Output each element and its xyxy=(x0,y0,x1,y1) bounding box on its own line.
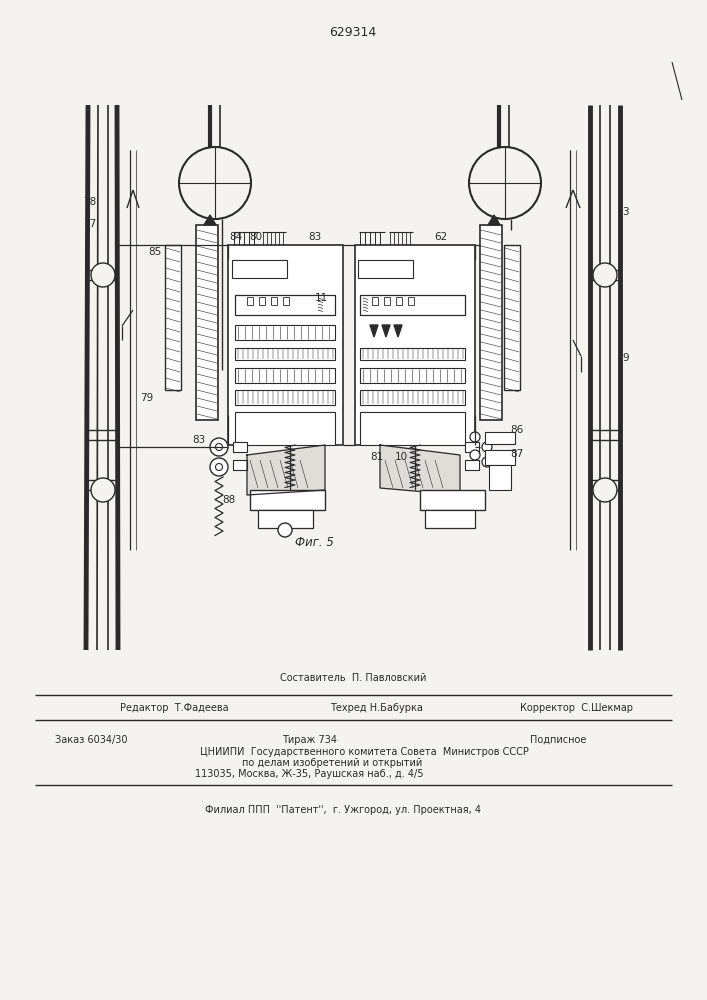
Bar xyxy=(235,325,335,340)
Polygon shape xyxy=(370,325,378,337)
Bar xyxy=(465,460,479,470)
Text: Фиг. 5: Фиг. 5 xyxy=(295,536,334,550)
Bar xyxy=(235,368,335,383)
Text: 81: 81 xyxy=(370,452,383,462)
Text: Заказ 6034/30: Заказ 6034/30 xyxy=(55,735,127,745)
Text: по делам изобретений и открытий: по делам изобретений и открытий xyxy=(242,758,422,768)
Circle shape xyxy=(210,438,228,456)
Bar xyxy=(396,297,402,305)
Bar xyxy=(271,297,277,305)
Bar xyxy=(372,297,378,305)
Text: 3: 3 xyxy=(622,207,629,217)
Text: 10: 10 xyxy=(395,452,408,462)
Bar xyxy=(360,295,465,315)
Text: 87: 87 xyxy=(510,449,523,459)
Bar xyxy=(420,490,485,510)
Circle shape xyxy=(593,263,617,287)
Circle shape xyxy=(470,432,480,442)
Text: 113035, Москва, Ж-35, Раушская наб., д. 4/5: 113035, Москва, Ж-35, Раушская наб., д. … xyxy=(195,769,423,779)
Bar xyxy=(360,368,465,383)
Bar xyxy=(235,295,335,315)
Circle shape xyxy=(210,458,228,476)
Bar xyxy=(165,245,181,390)
Bar xyxy=(228,245,343,445)
Circle shape xyxy=(91,263,115,287)
Bar xyxy=(485,450,515,465)
Bar xyxy=(358,260,413,278)
Bar xyxy=(235,348,335,360)
Bar xyxy=(247,297,253,305)
Text: Редактор  Т.Фадеева: Редактор Т.Фадеева xyxy=(120,703,228,713)
Circle shape xyxy=(470,450,480,460)
Bar xyxy=(258,510,313,528)
Text: Техред Н.Бабурка: Техред Н.Бабурка xyxy=(330,703,423,713)
Text: 629314: 629314 xyxy=(329,25,377,38)
Bar xyxy=(485,432,515,444)
Text: Корректор  С.Шекмар: Корректор С.Шекмар xyxy=(520,703,633,713)
Text: 80: 80 xyxy=(249,232,262,242)
Bar xyxy=(283,297,289,305)
Bar xyxy=(425,510,475,528)
Bar xyxy=(360,348,465,360)
Circle shape xyxy=(593,478,617,502)
Polygon shape xyxy=(394,325,402,337)
Bar xyxy=(360,390,465,405)
Text: 78: 78 xyxy=(83,197,96,207)
Circle shape xyxy=(278,523,292,537)
Bar xyxy=(384,297,390,305)
Text: 77: 77 xyxy=(83,219,96,229)
Circle shape xyxy=(482,457,492,467)
Text: Филиал ППП  ''Патент'',  г. Ужгород, ул. Проектная, 4: Филиал ППП ''Патент'', г. Ужгород, ул. П… xyxy=(205,805,481,815)
Bar xyxy=(233,442,247,452)
Circle shape xyxy=(482,442,492,452)
Bar xyxy=(235,390,335,405)
Text: 9: 9 xyxy=(622,353,629,363)
Text: 83: 83 xyxy=(192,435,205,445)
Circle shape xyxy=(91,478,115,502)
Polygon shape xyxy=(204,215,216,225)
Text: 84: 84 xyxy=(229,232,243,242)
Text: 85: 85 xyxy=(148,247,161,257)
Polygon shape xyxy=(382,325,390,337)
Polygon shape xyxy=(380,445,460,495)
Bar xyxy=(259,297,265,305)
Text: Подписное: Подписное xyxy=(530,735,586,745)
Bar xyxy=(504,245,520,390)
Bar xyxy=(355,245,475,445)
Bar xyxy=(408,297,414,305)
Bar xyxy=(235,412,335,445)
Text: 88: 88 xyxy=(222,495,235,505)
Text: Составитель  П. Павловский: Составитель П. Павловский xyxy=(280,673,426,683)
Bar xyxy=(465,442,479,452)
Bar xyxy=(232,260,287,278)
Polygon shape xyxy=(488,215,500,225)
Bar xyxy=(480,225,502,420)
Text: 83: 83 xyxy=(308,232,321,242)
Text: 11: 11 xyxy=(315,293,328,303)
Bar xyxy=(360,412,465,445)
Text: ЦНИИПИ  Государственного комитета Совета  Министров СССР: ЦНИИПИ Государственного комитета Совета … xyxy=(200,747,529,757)
Text: 62: 62 xyxy=(434,232,448,242)
Text: Тираж 734: Тираж 734 xyxy=(283,735,337,745)
Text: 79: 79 xyxy=(140,393,153,403)
Polygon shape xyxy=(247,445,325,495)
Bar xyxy=(233,460,247,470)
Bar xyxy=(196,225,218,420)
Bar xyxy=(250,490,325,510)
Bar xyxy=(489,465,511,490)
Text: 86: 86 xyxy=(510,425,523,435)
